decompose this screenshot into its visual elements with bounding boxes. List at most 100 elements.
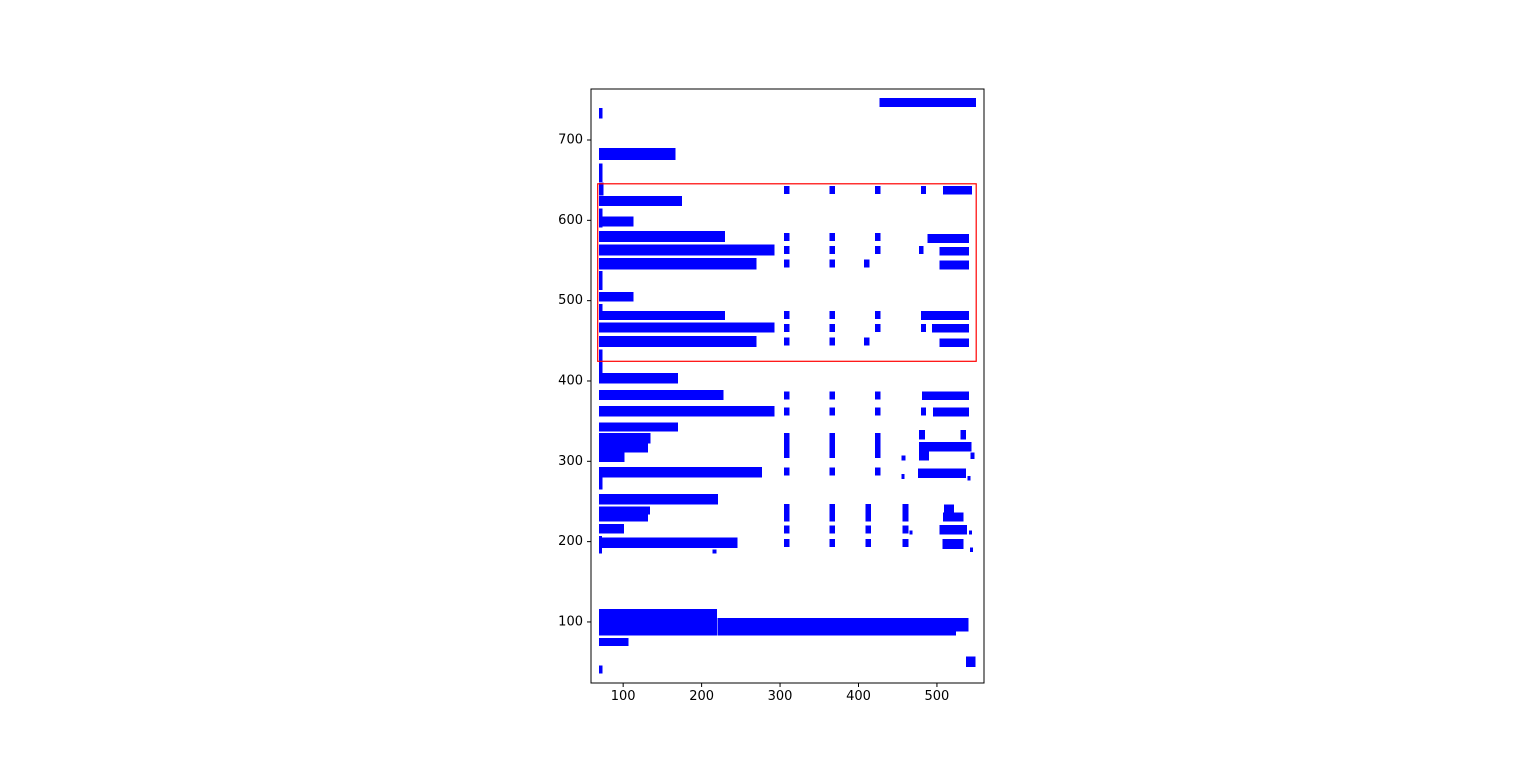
bounding-boxes-layer bbox=[598, 98, 977, 674]
bounding-box bbox=[879, 98, 977, 107]
bounding-box bbox=[784, 525, 790, 534]
bounding-box bbox=[598, 494, 718, 505]
bounding-box bbox=[921, 185, 926, 194]
bounding-box bbox=[829, 525, 835, 534]
bounding-box bbox=[829, 246, 835, 254]
bounding-box bbox=[598, 182, 604, 196]
bounding-box bbox=[969, 547, 973, 553]
bounding-box bbox=[875, 323, 881, 332]
bounding-box bbox=[902, 503, 909, 522]
bounding-box bbox=[944, 504, 955, 513]
bounding-box bbox=[933, 407, 970, 417]
bounding-box bbox=[875, 407, 881, 416]
bounding-box bbox=[939, 524, 967, 535]
bounding-box bbox=[918, 442, 972, 452]
bounding-box bbox=[902, 539, 909, 548]
bounding-box bbox=[598, 244, 775, 256]
bounding-box bbox=[829, 433, 835, 459]
bounding-box bbox=[829, 539, 835, 548]
bounding-box bbox=[598, 322, 775, 333]
bounding-box bbox=[598, 148, 676, 160]
bounding-box bbox=[901, 474, 905, 479]
bounding-box bbox=[598, 196, 682, 206]
y-tick-label: 300 bbox=[558, 454, 583, 469]
bounding-box bbox=[598, 216, 634, 227]
bounding-box bbox=[921, 407, 926, 416]
bounding-box bbox=[865, 525, 872, 534]
bounding-box bbox=[598, 506, 650, 515]
bounding-box bbox=[967, 475, 971, 481]
bounding-box bbox=[598, 405, 775, 417]
x-axis: 100 200 300 400 500 bbox=[611, 683, 949, 704]
bounding-box bbox=[598, 422, 678, 432]
bounding-box bbox=[902, 525, 909, 534]
bounding-box bbox=[875, 311, 881, 320]
bounding-box bbox=[598, 665, 603, 674]
bounding-box bbox=[717, 631, 956, 636]
bounding-box bbox=[918, 430, 926, 440]
bounding-box bbox=[875, 391, 881, 400]
bounding-box bbox=[598, 258, 757, 270]
bounding-box bbox=[875, 246, 881, 254]
bounding-box bbox=[784, 233, 790, 242]
bounding-box bbox=[598, 433, 651, 444]
bounding-box bbox=[784, 259, 790, 268]
bounding-box bbox=[784, 467, 790, 476]
bounding-box bbox=[922, 391, 970, 401]
y-tick-label: 600 bbox=[558, 213, 583, 228]
bounding-box bbox=[864, 259, 870, 268]
bounding-box bbox=[598, 638, 629, 646]
bounding-box bbox=[598, 230, 726, 242]
bounding-box bbox=[784, 246, 790, 254]
bounding-box bbox=[864, 337, 870, 346]
bounding-box bbox=[598, 291, 634, 302]
bounding-box bbox=[865, 503, 872, 522]
bounding-box bbox=[939, 246, 970, 256]
bounding-box bbox=[829, 259, 835, 268]
bounding-box bbox=[943, 512, 964, 522]
y-tick-label: 700 bbox=[558, 133, 583, 148]
bounding-box bbox=[942, 539, 964, 549]
bounding-box bbox=[865, 539, 872, 548]
bounding-box bbox=[598, 372, 678, 384]
bounding-box bbox=[921, 323, 926, 332]
bounding-box bbox=[784, 407, 790, 416]
bounding-box bbox=[598, 536, 602, 554]
bounding-box bbox=[598, 270, 603, 291]
bounding-box bbox=[598, 466, 762, 478]
bounding-box bbox=[598, 452, 625, 463]
bounding-box bbox=[918, 451, 930, 461]
bounding-box bbox=[598, 360, 603, 373]
bounding-box bbox=[598, 537, 738, 548]
bounding-box bbox=[875, 233, 881, 242]
y-tick-label: 500 bbox=[558, 293, 583, 308]
bounding-box bbox=[598, 477, 603, 490]
bounding-box bbox=[598, 311, 726, 320]
bounding-box bbox=[598, 349, 603, 361]
highlight-rect bbox=[597, 183, 977, 362]
bounding-box bbox=[784, 337, 790, 346]
bounding-box bbox=[598, 389, 724, 401]
bounding-box bbox=[829, 467, 835, 476]
bounding-box bbox=[966, 656, 976, 667]
x-tick-label: 200 bbox=[689, 689, 714, 704]
bounding-box bbox=[784, 539, 790, 548]
bounding-box bbox=[829, 407, 835, 416]
bounding-box bbox=[784, 391, 790, 400]
bounding-box bbox=[918, 246, 924, 254]
bounding-box bbox=[598, 609, 718, 636]
bounding-box bbox=[784, 503, 790, 522]
bounding-box bbox=[969, 530, 973, 535]
x-tick-label: 100 bbox=[611, 689, 636, 704]
bounding-box bbox=[784, 323, 790, 332]
bounding-box bbox=[927, 234, 970, 243]
axes-spines bbox=[590, 88, 985, 684]
bounding-box bbox=[909, 530, 913, 535]
bounding-box bbox=[712, 549, 717, 554]
bounding-box bbox=[921, 311, 970, 320]
bounding-box bbox=[784, 433, 790, 459]
bounding-box bbox=[970, 452, 975, 459]
bounding-box bbox=[918, 468, 966, 479]
